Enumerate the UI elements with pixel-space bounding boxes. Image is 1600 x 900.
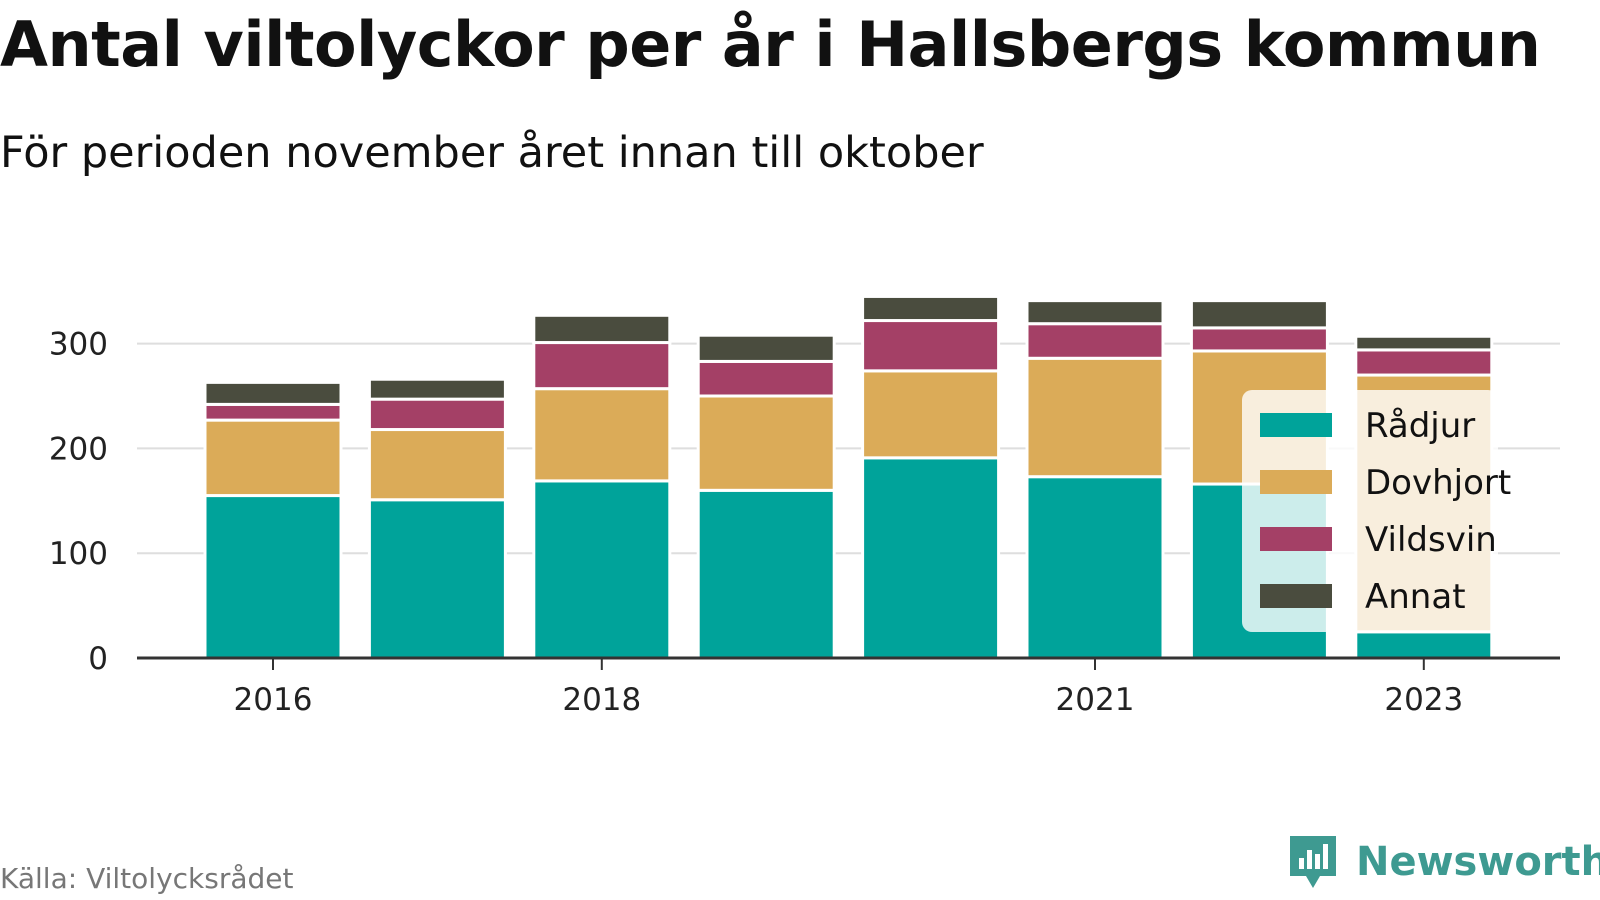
bar-segment-vildsvin — [861, 319, 1001, 373]
bar-stack-2021 — [1025, 299, 1165, 660]
bar-stack-2017 — [367, 377, 507, 660]
legend-swatch-dovhjort — [1260, 470, 1332, 494]
x-tick-label: 2023 — [1384, 682, 1463, 718]
y-tick-label: 100 — [49, 536, 108, 572]
bar-segment-annat — [1189, 299, 1329, 330]
newsworthy-logo-icon — [1290, 836, 1336, 888]
bar-segment-rådjur — [861, 456, 1001, 660]
bar-stack-2016 — [203, 380, 343, 660]
chart-title: Antal viltolyckor per år i Hallsbergs ko… — [0, 8, 1541, 81]
bar-segment-annat — [367, 377, 507, 401]
bar-segment-vildsvin — [367, 397, 507, 432]
x-tick-label: 2021 — [1056, 682, 1135, 718]
bar-segment-dovhjort — [861, 369, 1001, 460]
bar-segment-vildsvin — [696, 359, 836, 398]
bar-segment-annat — [861, 294, 1001, 323]
x-tick-label: 2018 — [562, 682, 641, 718]
x-axis-ticks: 2016 2018 2021 2023 — [234, 658, 1463, 718]
legend-swatch-vildsvin — [1260, 527, 1332, 551]
bar-segment-rådjur — [1025, 475, 1165, 660]
y-axis-ticks: 0 100 200 300 — [49, 327, 108, 677]
legend-swatch-annat — [1260, 584, 1332, 608]
bar-segment-annat — [532, 313, 672, 345]
y-tick-label: 0 — [88, 641, 108, 677]
legend-label-rådjur: Rådjur — [1365, 406, 1475, 446]
brand-logo[interactable]: Newsworthy — [1288, 832, 1600, 892]
x-tick-label: 2016 — [234, 682, 313, 718]
bar-segment-vildsvin — [203, 402, 343, 422]
bar-segment-vildsvin — [532, 341, 672, 391]
bar-segment-dovhjort — [1025, 356, 1165, 479]
bar-segment-rådjur — [532, 479, 672, 660]
legend-swatch-rådjur — [1260, 413, 1332, 437]
y-tick-label: 200 — [49, 431, 108, 467]
bar-segment-annat — [1025, 299, 1165, 326]
legend-label-annat: Annat — [1365, 577, 1466, 617]
bar-segment-annat — [203, 380, 343, 406]
brand-name: Newsworthy — [1356, 839, 1600, 885]
chart-subtitle: För perioden november året innan till ok… — [0, 128, 984, 178]
source-note: Källa: Viltolycksrådet — [0, 862, 294, 895]
legend-label-dovhjort: Dovhjort — [1365, 463, 1511, 503]
bar-segment-rådjur — [1354, 630, 1494, 660]
bar-segment-rådjur — [203, 494, 343, 660]
bar-stack-2020 — [861, 294, 1001, 660]
bar-segment-annat — [1354, 334, 1494, 352]
bar-segment-vildsvin — [1354, 348, 1494, 377]
bar-segment-dovhjort — [532, 387, 672, 483]
bar-segment-rådjur — [696, 488, 836, 660]
bar-segment-annat — [696, 333, 836, 363]
legend-label-vildsvin: Vildsvin — [1365, 520, 1497, 560]
y-tick-label: 300 — [49, 327, 108, 363]
bar-segment-dovhjort — [696, 394, 836, 492]
bar-segment-vildsvin — [1189, 326, 1329, 353]
legend: Rådjur Dovhjort Vildsvin Annat — [1242, 390, 1511, 632]
bar-stack-2019 — [696, 333, 836, 660]
bar-segment-vildsvin — [1025, 322, 1165, 360]
bar-segment-rådjur — [367, 498, 507, 660]
bar-segment-dovhjort — [203, 418, 343, 498]
bar-segment-dovhjort — [367, 428, 507, 502]
bar-stack-2018 — [532, 313, 672, 660]
legend-box — [1242, 390, 1498, 632]
